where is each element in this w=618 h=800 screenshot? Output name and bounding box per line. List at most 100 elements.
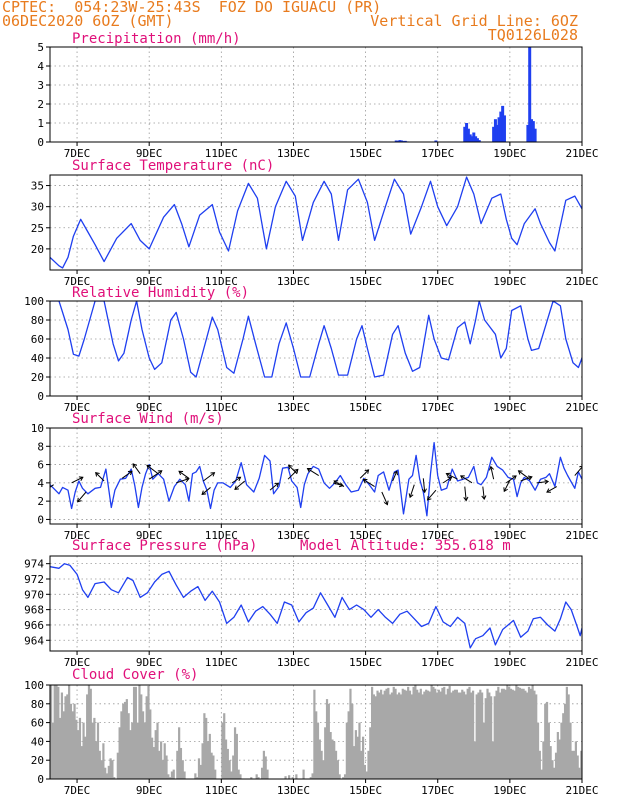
wind-arrow — [77, 491, 87, 503]
cloud-bar — [556, 732, 559, 779]
pres-annotation: Model Altitude: 355.618 m — [300, 538, 511, 554]
wind-arrow — [359, 469, 369, 479]
precip-bar — [474, 136, 478, 142]
cloud-bar — [320, 750, 323, 779]
y-tick-label: 6 — [37, 459, 44, 472]
cloud-bar — [322, 760, 325, 779]
cloud-bar — [572, 750, 576, 779]
cloud-bar — [214, 769, 217, 779]
cloud-bar — [345, 722, 348, 779]
wind-arrow-head — [95, 471, 100, 477]
y-tick-label: 972 — [24, 573, 44, 586]
x-tick-label: 11DEC — [205, 147, 238, 160]
cloud-bar — [444, 694, 448, 779]
cloud-bar — [403, 689, 406, 779]
cloud-bar — [51, 722, 55, 779]
cloud-bar — [461, 689, 464, 779]
wind-arrow — [202, 472, 215, 482]
cloud-bar — [493, 696, 496, 779]
y-tick-label: 2 — [37, 495, 44, 508]
cloud-bar — [351, 703, 354, 779]
wind-arrow-head — [234, 485, 239, 491]
cloud-bar — [385, 688, 388, 779]
cloud-bar — [509, 688, 513, 779]
cloud-bar — [338, 774, 341, 779]
cloud-bar — [486, 688, 489, 779]
wind-arrow — [482, 486, 485, 500]
cloud-bar — [89, 688, 92, 779]
wind-arrow-head — [445, 472, 451, 478]
cloud-bar — [437, 689, 440, 779]
cloud-bar — [466, 688, 469, 779]
wind-arrow — [520, 476, 533, 482]
cloud-bar — [120, 711, 123, 779]
x-tick-label: 9DEC — [136, 275, 163, 288]
x-tick-label: 9DEC — [136, 147, 163, 160]
wind-arrow-head — [306, 468, 312, 473]
precip-panel: 0 1 2 3 4 5 7DEC 9DEC 11DEC 13DEC 15DEC 17DEC 19DEC 2… — [37, 31, 598, 160]
wind-arrow — [307, 468, 319, 476]
cloud-bar — [91, 722, 94, 779]
y-tick-label: 974 — [24, 558, 44, 571]
x-tick-label: 15DEC — [349, 656, 382, 669]
x-tick-label: 7DEC — [64, 529, 91, 542]
cloud-bar — [208, 733, 211, 779]
cloud-bar — [430, 685, 433, 779]
wind-arrow-head — [426, 495, 432, 501]
wind-arrow-head — [421, 488, 427, 494]
cloud-bar — [423, 691, 426, 779]
x-tick-label: 21DEC — [565, 147, 598, 160]
cloud-bar — [425, 689, 428, 779]
cloud-bar — [416, 689, 419, 779]
cloud-bar — [374, 696, 377, 779]
cloud-bar — [455, 689, 458, 779]
wind-arrow-head — [463, 496, 469, 502]
cloud-bar — [291, 777, 294, 779]
cloud-bar — [563, 703, 567, 779]
precip-bar — [470, 136, 474, 142]
x-tick-label: 7DEC — [64, 401, 91, 414]
wind-arrow-head — [503, 487, 508, 493]
cloud-bar — [59, 717, 62, 779]
wind-arrow-head — [201, 490, 207, 496]
wind-arrow-head — [579, 465, 582, 468]
cloud-bar — [125, 699, 128, 779]
cloud-bar — [398, 692, 401, 779]
wind-arrow — [446, 473, 458, 480]
wind-arrow — [121, 470, 133, 479]
cloud-bar — [479, 689, 482, 779]
cloud-bar — [239, 774, 242, 779]
y-tick-label: 1 — [37, 117, 44, 130]
cloud-data — [50, 685, 582, 779]
wind-arrow-head — [546, 488, 551, 493]
cloud-bar — [104, 767, 107, 779]
wind-arrow — [231, 476, 241, 484]
cloud-bar — [540, 769, 543, 779]
cloud-bar — [196, 777, 199, 779]
x-tick-label: 15DEC — [349, 784, 382, 797]
x-tick-label: 13DEC — [277, 529, 310, 542]
cloud-bar — [551, 760, 554, 779]
wind-title: Surface Wind (m/s) — [72, 411, 224, 427]
cloud-bar — [452, 690, 455, 779]
cloud-bar — [156, 722, 159, 779]
y-tick-label: 8 — [37, 440, 44, 453]
wind-arrow — [146, 464, 159, 475]
y-tick-label: 100 — [24, 679, 44, 692]
cloud-bar — [401, 688, 404, 779]
x-tick-label: 7DEC — [64, 784, 91, 797]
cloud-bar — [170, 771, 174, 779]
cloud-bar — [80, 746, 83, 779]
cloud-bar — [262, 750, 266, 779]
wind-arrow — [460, 475, 473, 484]
cloud-bar — [522, 688, 525, 779]
wind-arrow-head — [178, 470, 184, 476]
cloud-bar — [470, 692, 473, 779]
wind-arrow — [288, 464, 298, 475]
cloud-bar — [107, 765, 110, 779]
cloud-bar — [134, 686, 137, 779]
y-tick-label: 964 — [24, 634, 44, 647]
cloud-bar — [73, 703, 76, 779]
y-tick-label: 0 — [37, 773, 44, 786]
wind-arrow — [442, 476, 452, 484]
